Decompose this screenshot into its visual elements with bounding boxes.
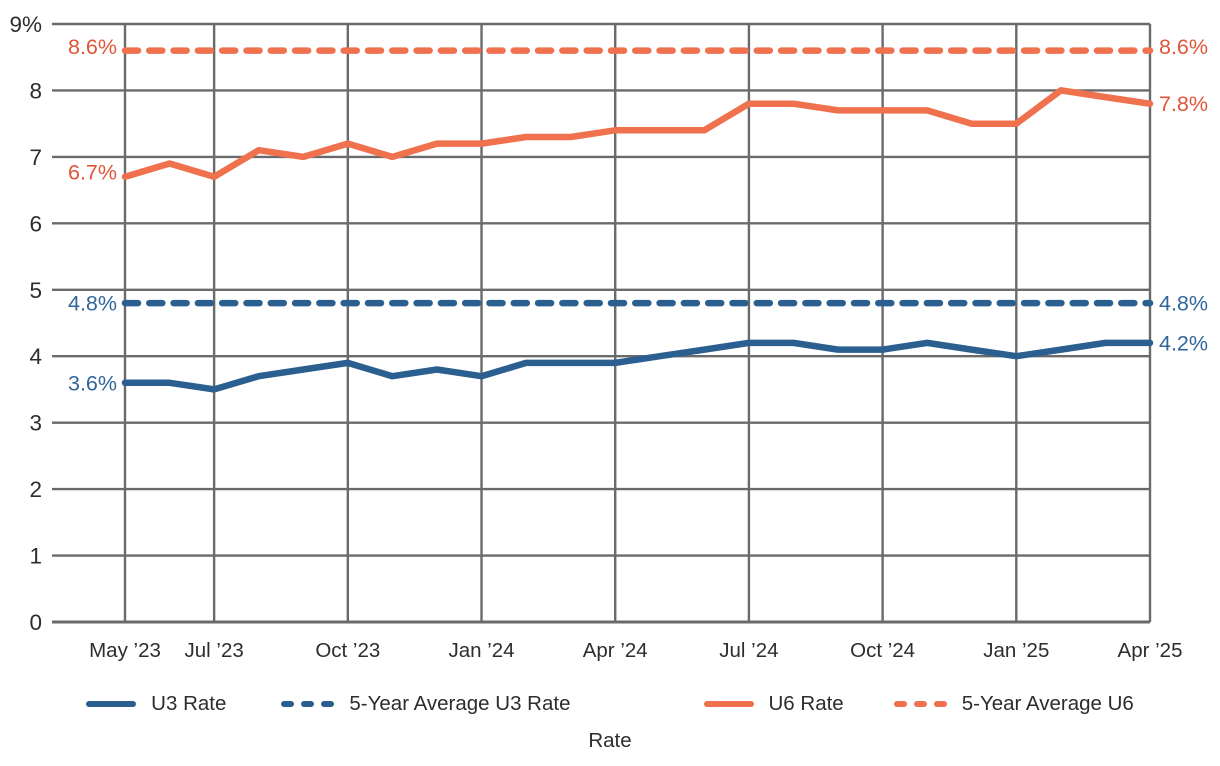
- y-tick-label: 7: [29, 145, 42, 170]
- legend-label-u3-rate: U3 Rate: [151, 692, 227, 715]
- y-tick-label: 6: [29, 211, 42, 236]
- line-chart-canvas: 9% 8 7 6 5 4 3 2 1 0 May ’23 Jul ’23 Oct ’23 Jan ’24 A…: [9, 12, 1208, 662]
- legend-item-u3-rate[interactable]: U3 Rate: [86, 692, 226, 716]
- legend-label-5yr-avg-u6: 5-Year Average U6: [961, 692, 1134, 715]
- x-tick-label: Oct ’24: [850, 639, 915, 662]
- value-label-right: 8.6%: [1159, 35, 1208, 59]
- x-tick-label: Jan ’24: [448, 639, 514, 662]
- x-tick-label: Jan ’25: [983, 639, 1049, 662]
- x-tick-label: Jul ’23: [184, 639, 243, 662]
- value-label-left: 6.7%: [68, 160, 117, 184]
- value-label-right: 4.8%: [1159, 292, 1208, 316]
- u3-rate-line-swatch: [86, 700, 137, 708]
- legend-label-u6-rate: U6 Rate: [768, 692, 844, 715]
- value-label-right: 7.8%: [1159, 92, 1208, 116]
- u3-rate-line: [121, 339, 1154, 393]
- y-tick-label: 0: [29, 610, 42, 635]
- x-tick-label: Apr ’24: [583, 639, 648, 662]
- y-tick-label: 4: [29, 344, 42, 369]
- y-tick-label: 9%: [9, 12, 42, 37]
- legend-label-5yr-avg-u3: 5-Year Average U3 Rate: [349, 692, 571, 715]
- x-tick-label: Jul ’24: [719, 639, 778, 662]
- value-label-left: 4.8%: [68, 292, 117, 316]
- value-label-left: 3.6%: [68, 371, 117, 395]
- chart-legend: U3 Rate 5-Year Average U3 Rate U6 Rate 5…: [30, 692, 1190, 753]
- value-label-right: 4.2%: [1159, 331, 1208, 355]
- u3-average-dash-swatch: [281, 700, 335, 708]
- x-tick-label: Oct ’23: [315, 639, 380, 662]
- y-tick-label: 1: [29, 544, 42, 569]
- y-tick-label: 3: [29, 411, 42, 436]
- y-tick-label: 5: [29, 278, 42, 303]
- value-label-left: 8.6%: [68, 35, 117, 59]
- legend-item-5yr-avg-u3[interactable]: 5-Year Average U3 Rate: [281, 692, 571, 716]
- legend-item-5yr-avg-u6[interactable]: 5-Year Average U6: [893, 692, 1134, 716]
- legend-wrapped-label: Rate: [588, 729, 632, 752]
- legend-item-u6-rate[interactable]: U6 Rate: [703, 692, 844, 716]
- u6-rate-line-swatch: [703, 700, 754, 708]
- x-tick-label: Apr ’25: [1118, 639, 1183, 662]
- y-tick-label: 8: [29, 78, 42, 103]
- u6-average-dash-swatch: [893, 700, 947, 708]
- y-tick-label: 2: [29, 477, 42, 502]
- legend-row: U3 Rate 5-Year Average U3 Rate U6 Rate 5…: [30, 692, 1190, 716]
- x-tick-label: May ’23: [89, 639, 161, 662]
- u6-rate-line: [121, 87, 1154, 181]
